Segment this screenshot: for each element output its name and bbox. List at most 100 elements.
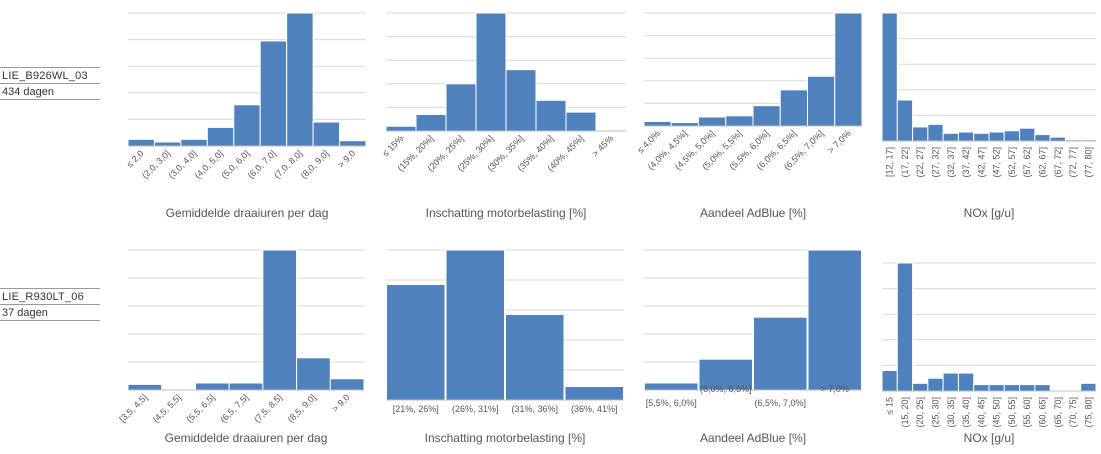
bar [564,386,624,401]
chart-motorbelasting-2: [21%, 26%] (26%, 31%] (31%, 36%] (36%, 41%]… [386,249,624,445]
bar [927,123,944,142]
bar [988,131,1005,142]
bar [1049,136,1066,142]
bar [127,138,155,147]
bar [228,382,264,391]
bar [834,12,863,127]
tick-label: (40, 45] [976,397,986,428]
bar [896,262,914,392]
bar [505,69,537,132]
tick-label: (27, 32] [931,147,941,178]
bar [312,121,341,147]
tick-label: (35, 40] [961,397,971,428]
bar [807,75,836,127]
chart-motorbelasting-1: ≤ 15%(15%, 20%](20%, 25%](25%, 30%](30%,… [380,12,626,220]
tick-label: (75, 80] [1083,397,1093,428]
tick-label: (72, 77] [1068,147,1078,178]
bar [194,382,230,391]
row-label-2: LIE_R930LT_06 37 dagen [0,288,100,321]
tick-label: ≤ 2,0 [124,148,145,169]
bar [896,99,914,142]
tick-label: (36%, 41%] [571,404,618,414]
tick-label: ≤ 15% [380,133,405,158]
tick-label: (77, 80] [1083,147,1093,178]
tick-label: [3,5, 4,5] [117,392,149,424]
tick-label: (4,5, 5,5] [151,392,183,424]
bar [475,12,507,132]
bar [1019,384,1036,392]
bar [1080,382,1097,392]
tick-label: (31%, 36%] [511,404,558,414]
vehicle-name: LIE_R930LT_06 [0,288,100,305]
bar [259,40,288,147]
bar [752,105,781,127]
tick-label: > 9,0 [330,392,351,413]
bar [286,12,314,147]
tick-label: (70, 75] [1068,397,1078,428]
bar [445,249,505,401]
tick-label: (57, 62] [1022,147,1032,178]
tick-label: (22, 27] [915,147,925,178]
tick-label: > 9,0 [336,148,357,169]
bar [180,138,208,147]
x-axis-label: Gemiddelde draaiuren per dag [166,206,329,220]
tick-label: (45, 50] [992,397,1002,428]
tick-label: (25, 30] [931,397,941,428]
x-axis-label: Inschatting motorbelasting [%] [425,431,586,445]
bar [296,357,331,391]
tick-label: (52, 57] [1007,147,1017,178]
vehicle-days: 37 dagen [0,305,100,321]
tick-label: (37, 42] [961,147,971,178]
bar [206,126,235,147]
tick-label: (55, 60] [1022,397,1032,428]
tick-label: (7,5, 8,5] [252,392,284,424]
x-axis-label: Gemiddelde draaiuren per dag [165,431,328,445]
tick-label: [12, 17] [885,147,895,177]
tick-label: > 7,0% [821,384,849,394]
tick-label: (15, 20] [900,397,910,428]
bar [912,382,929,392]
tick-label: (6,5, 7,5] [218,392,250,424]
x-axis-label: Aandeel AdBlue [%] [700,206,806,220]
bar [415,113,447,132]
bar [1019,127,1036,142]
x-axis-label: Aandeel AdBlue [%] [700,431,806,445]
tick-label: [5,5%, 6,0%] [646,398,697,408]
bar [725,115,754,127]
chart-draaiuren-2: [3,5, 4,5] (4,5, 5,5] (5,5, 6,5] (6,5, 7,5]… [117,249,365,445]
tick-label: (47, 52] [992,147,1002,178]
tick-label: (5,5, 6,5] [185,392,217,424]
bar [881,12,898,142]
tick-label: (8,0, 9,0] [299,148,331,180]
bar [779,89,808,127]
tick-label: (30, 35] [946,397,956,428]
tick-label: (26%, 31%] [452,404,499,414]
tick-label: (67, 72] [1053,147,1063,178]
tick-label: (62, 67] [1038,147,1048,178]
bar [565,111,597,132]
tick-label: > 45% [590,133,615,158]
chart-adblue-2: [5,5%, 6,0%](6,0%, 6,5%](6,5%, 7,0%] > 7,… [644,249,862,445]
x-axis-label: NOx [g/u] [964,431,1015,445]
bar [957,131,975,142]
vehicle-name: LIE_B926WL_03 [0,67,100,84]
bar [807,249,862,391]
row-label-1: LIE_B926WL_03 434 dagen [0,67,100,100]
tick-label: (17, 22] [900,147,910,178]
bar [942,132,959,142]
x-axis-label: NOx [g/u] [964,206,1015,220]
bar [262,249,298,391]
bar [233,104,261,147]
bar [339,140,367,147]
tick-label: > 7,0% [826,128,853,155]
chart-adblue-1: ≤ 4,0%(4,0%, 4,5%](4,5%, 5,0%](5,0%, 5,5… [635,12,863,220]
tick-label: (50, 55] [1007,397,1017,428]
bar [973,132,990,142]
bar [753,316,808,391]
tick-label: (6,5%, 7,0%] [754,398,806,408]
bar [698,358,753,391]
vehicle-days: 434 dagen [0,84,100,100]
bar [127,383,163,391]
bar [643,120,672,127]
chart-nox-2: ≤ 15 (15, 20] (20, 25] (25, 30] (30, 35] (35,… [881,262,1097,445]
